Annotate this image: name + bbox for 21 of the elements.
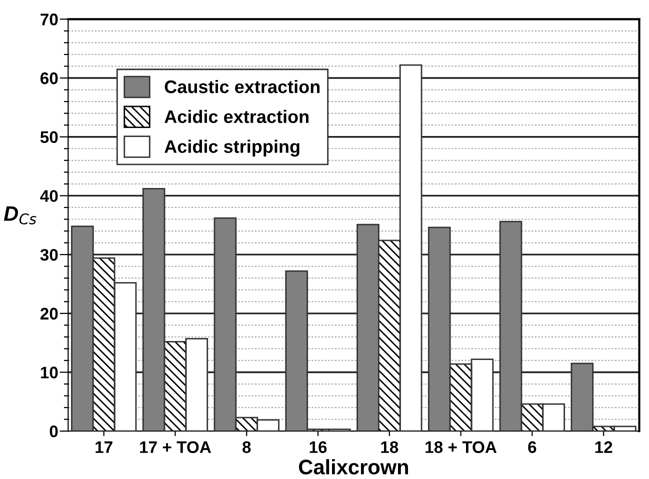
y-tick-label: 10 xyxy=(40,366,58,378)
y-axis-title: D$_{Cs}$ xyxy=(4,206,36,224)
y-tick-label: 30 xyxy=(40,248,58,261)
y-tick-label: 70 xyxy=(40,14,58,26)
x-tick-label: 17 + TOA xyxy=(140,441,211,454)
x-tick-label: 17 xyxy=(96,441,112,453)
x-axis-title: Calixcrown xyxy=(298,459,408,474)
y-tick-label: 0 xyxy=(50,426,58,438)
x-tick-label: 8 xyxy=(242,441,251,454)
y-tick-label: 20 xyxy=(40,308,58,320)
y-tick-label: 50 xyxy=(40,131,58,144)
legend-label: Acidic extraction xyxy=(164,110,308,124)
x-tick-label: 12 xyxy=(595,441,612,453)
y-tick-label: 40 xyxy=(40,190,58,202)
legend-label: Caustic extraction xyxy=(164,80,320,94)
y-tick-label: 60 xyxy=(40,72,58,84)
x-tick-label: 18 + TOA xyxy=(426,441,497,454)
x-tick-label: 18 xyxy=(381,441,398,454)
x-tick-label: 6 xyxy=(528,441,536,454)
legend-label: Acidic stripping xyxy=(164,140,300,157)
x-tick-label: 16 xyxy=(310,441,327,454)
